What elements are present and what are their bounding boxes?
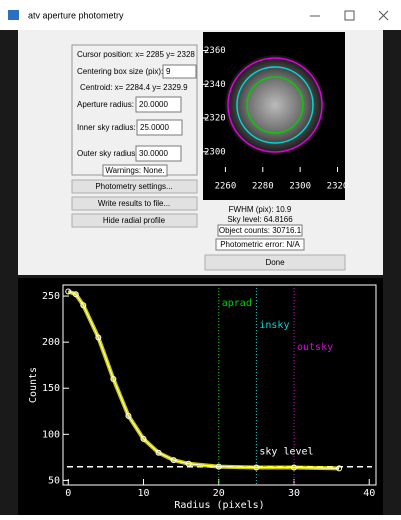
x-tick-label: 2280	[252, 182, 274, 192]
thumbnail: 2260 2280 2300 2320 2300 2320 2340 2360	[203, 32, 348, 200]
fwhm: FWHM (pix): 10.9	[229, 205, 292, 214]
x-tick-label: 2300	[289, 182, 311, 192]
profile-bg	[18, 278, 383, 515]
x-tick-label: 10	[137, 488, 149, 499]
centroid: Centroid: x= 2284.4 y= 2329.9	[80, 83, 188, 92]
y-tick-label: 250	[42, 291, 60, 302]
warnings: Warnings: None.	[105, 166, 164, 175]
window: atv aperture photometry Cursor position:…	[0, 0, 401, 515]
star-image	[225, 55, 325, 155]
centering-label: Centering box size (pix):	[77, 67, 163, 76]
y-tick-label: 100	[42, 429, 60, 440]
sky-level: Sky level: 64.8166	[227, 215, 293, 224]
app-icon	[8, 10, 19, 20]
photometric-error: Photometric error: N/A	[220, 240, 300, 249]
y-tick-label: 50	[48, 475, 60, 486]
y-axis-label: Counts	[28, 367, 39, 403]
x-tick-label: 2260	[215, 182, 237, 192]
y-tick-label: 150	[42, 383, 60, 394]
x-axis-label: Radius (pixels)	[174, 500, 264, 511]
object-counts: Object counts: 30716.1	[219, 226, 302, 235]
radial-profile: 0 10 20 30 40 50 100 150 200 250 Radius (pixels) Co…	[18, 278, 383, 515]
y-tick-label: 2360	[204, 46, 226, 56]
settings-label[interactable]: Photometry settings...	[95, 182, 172, 191]
x-tick-label: 0	[65, 488, 71, 499]
outer-sky-value[interactable]: 30.0000	[139, 149, 168, 158]
aperture-label: Aperture radius:	[77, 100, 134, 109]
y-tick-label: 200	[42, 337, 60, 348]
x-tick-label: 30	[288, 488, 300, 499]
x-tick-label: 2320	[327, 182, 349, 192]
aperture-value[interactable]: 20.0000	[139, 100, 168, 109]
inner-sky-label: Inner sky radius:	[77, 123, 136, 132]
y-tick-label: 2300	[204, 147, 226, 157]
done-label[interactable]: Done	[265, 258, 285, 267]
inner-sky-value[interactable]: 25.0000	[140, 123, 169, 132]
cursor-position: Cursor position: x= 2285 y= 2328	[77, 50, 195, 59]
radius-marker-label: outsky	[297, 342, 333, 353]
x-tick-label: 20	[213, 488, 225, 499]
window-title: atv aperture photometry	[28, 10, 124, 20]
y-tick-label: 2340	[204, 80, 226, 90]
centering-value[interactable]: 9	[166, 67, 171, 76]
x-tick-label: 40	[363, 488, 375, 499]
write-label[interactable]: Write results to file...	[98, 199, 170, 208]
radius-marker-label: insky	[259, 320, 289, 331]
radius-marker-label: aprad	[222, 298, 252, 309]
outer-sky-label: Outer sky radius:	[77, 149, 137, 158]
hide-label[interactable]: Hide radial profile	[103, 216, 166, 225]
sky-level-label: sky level	[259, 447, 313, 458]
page: atv aperture photometry Cursor position:…	[0, 0, 401, 515]
y-tick-label: 2320	[204, 114, 226, 124]
